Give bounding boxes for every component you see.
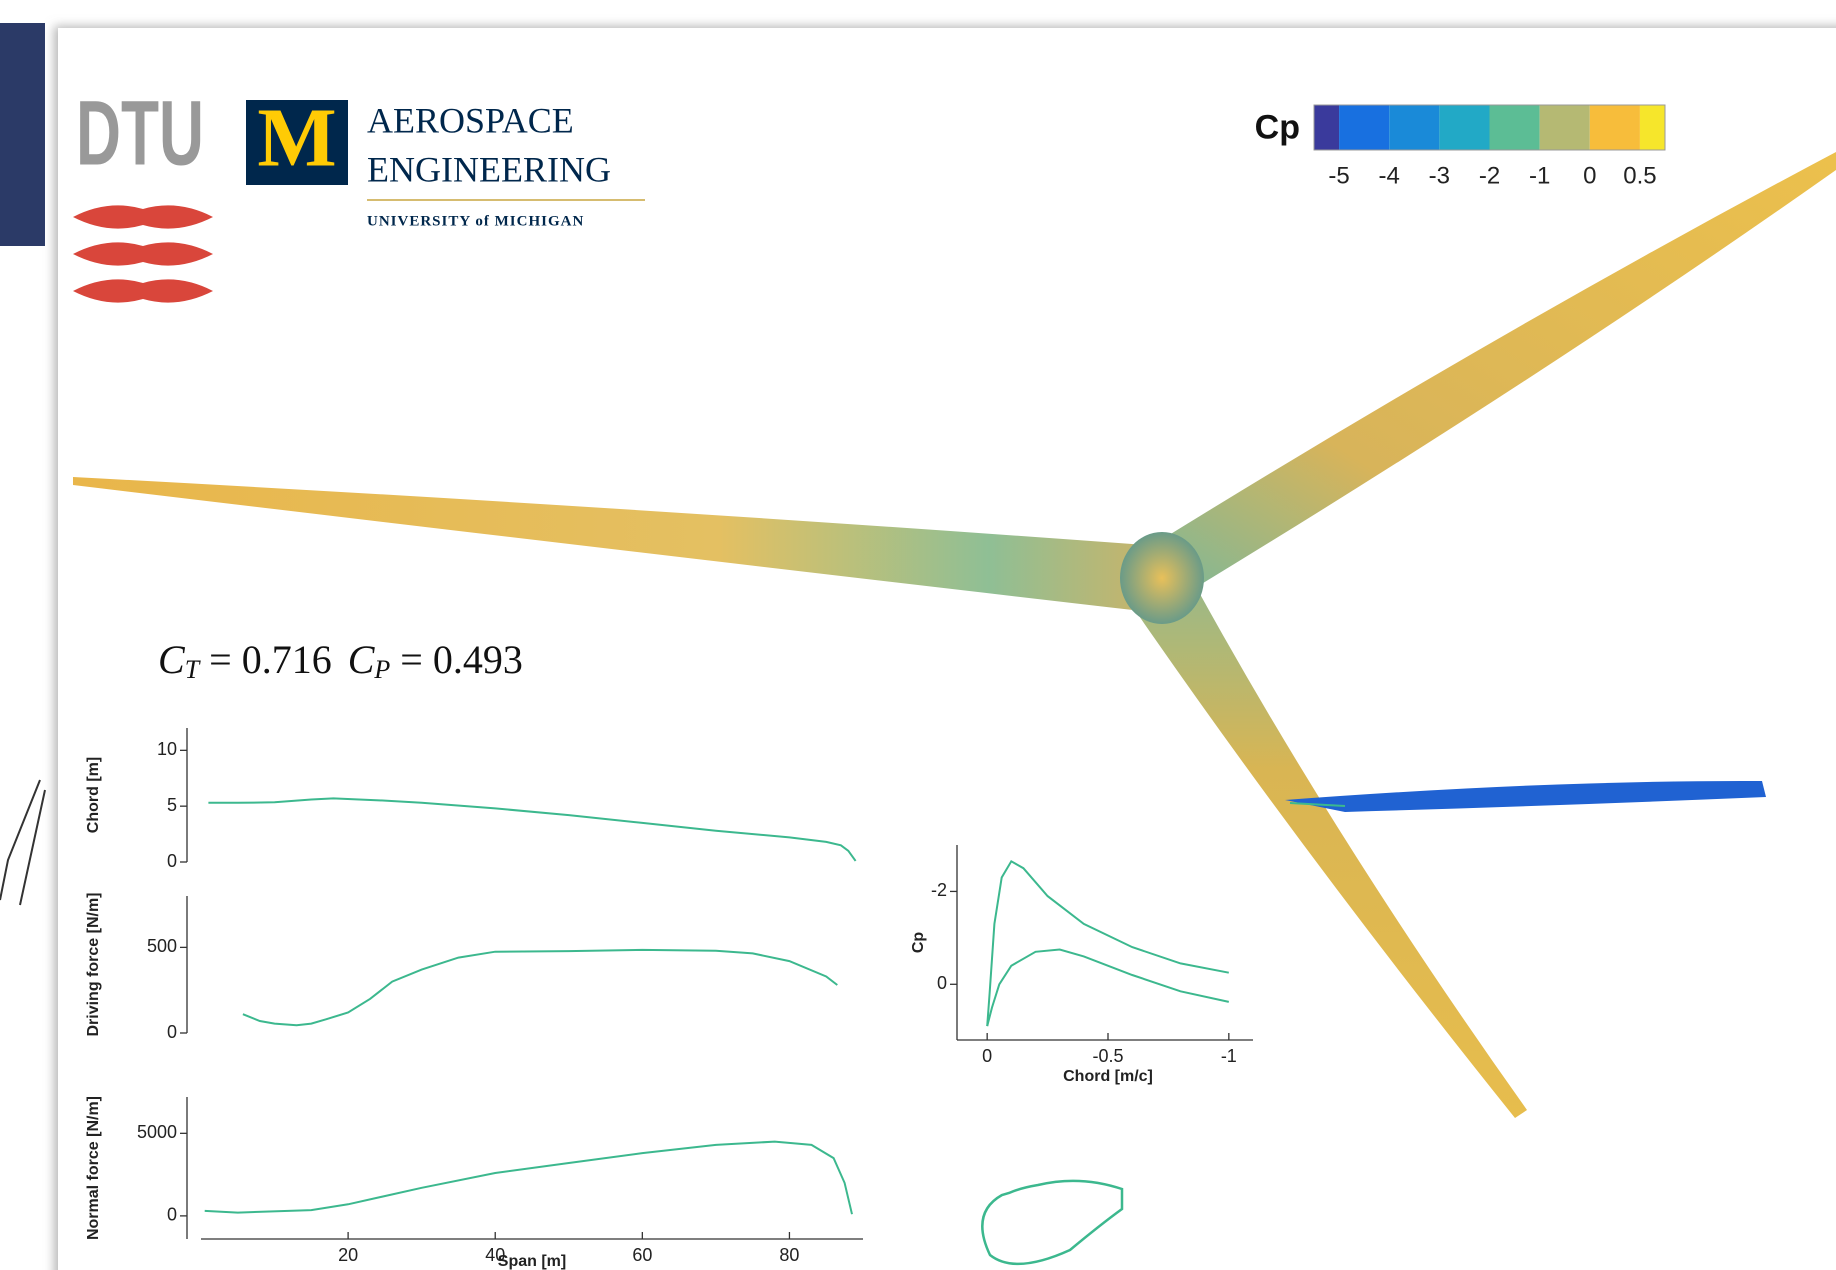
coef-subscript: P: [373, 655, 390, 684]
x-tick-label: 80: [779, 1245, 799, 1265]
coef-relation: =: [400, 637, 423, 682]
y-axis-label: Normal force [N/m]: [85, 1096, 102, 1240]
y-tick-label: 0: [937, 973, 947, 993]
x-tick-label: 60: [632, 1245, 652, 1265]
colorbar-tick-label: 0.5: [1623, 162, 1656, 189]
dtu-logo-text: DTU: [76, 82, 204, 184]
y-axis-label: Driving force [N/m]: [85, 892, 102, 1036]
x-axis-label: Span [m]: [498, 1253, 566, 1270]
coef-value: 0.493: [433, 637, 523, 682]
page: { "logos": { "dtu": "DTU", "michigan_mar…: [0, 0, 1836, 1270]
university-name: UNIVERSITY of MICHIGAN: [367, 213, 584, 229]
colorbar-segment: [1439, 105, 1489, 150]
x-tick-label: 0: [982, 1046, 992, 1066]
michigan-mark: M: [257, 91, 336, 184]
coef-subscript: T: [185, 655, 201, 684]
coef-symbol: C: [158, 637, 186, 682]
colorbar-segment: [1640, 105, 1665, 150]
coef-symbol: C: [348, 637, 376, 682]
y-axis-label: Cp: [910, 932, 927, 954]
y-tick-label: 0: [167, 1022, 177, 1042]
department-line2: ENGINEERING: [367, 149, 611, 189]
colorbar-tick-label: -1: [1529, 162, 1550, 189]
y-tick-label: 0: [167, 851, 177, 871]
y-tick-label: 10: [157, 739, 177, 759]
coef-relation: =: [209, 637, 232, 682]
coef-value: 0.716: [242, 637, 332, 682]
y-tick-label: 500: [147, 936, 177, 956]
colorbar-segment: [1490, 105, 1540, 150]
y-tick-label: 5000: [137, 1122, 177, 1142]
colorbar-tick-label: -4: [1379, 162, 1400, 189]
side-bar: [0, 23, 45, 246]
y-tick-label: 0: [167, 1205, 177, 1225]
colorbar-tick-label: -5: [1328, 162, 1349, 189]
colorbar-tick-label: -3: [1429, 162, 1450, 189]
y-tick-label: -2: [931, 880, 947, 900]
x-tick-label: 20: [338, 1245, 358, 1265]
colorbar-segment: [1339, 105, 1389, 150]
x-tick-label: -0.5: [1092, 1046, 1123, 1066]
colorbar-segment: [1389, 105, 1439, 150]
colorbar-tick-label: 0: [1583, 162, 1596, 189]
slide: DTU M AEROSPACE ENGINEERING UNIVERSITY o…: [0, 0, 1836, 1270]
x-axis-label: Chord [m/c]: [1063, 1068, 1153, 1085]
colorbar-segment: [1590, 105, 1640, 150]
side-shape: [0, 780, 45, 905]
y-axis-label: Chord [m]: [85, 757, 102, 833]
colorbar-tick-label: -2: [1479, 162, 1500, 189]
colorbar-segment: [1540, 105, 1590, 150]
dtu-logo-waves: [73, 205, 213, 302]
department-line1: AEROSPACE: [367, 100, 574, 140]
x-tick-label: -1: [1221, 1046, 1237, 1066]
colorbar-segment: [1314, 105, 1339, 150]
colorbar-label: Cp: [1255, 108, 1300, 146]
y-tick-label: 5: [167, 795, 177, 815]
